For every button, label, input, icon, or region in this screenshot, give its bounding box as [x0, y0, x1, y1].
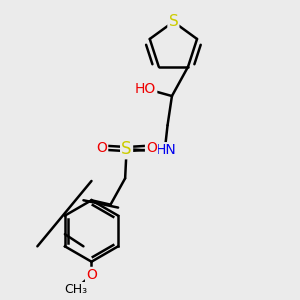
Text: O: O: [96, 141, 107, 154]
Text: CH₃: CH₃: [64, 283, 87, 296]
Text: O: O: [86, 268, 97, 282]
Text: HN: HN: [156, 143, 176, 157]
Text: S: S: [169, 14, 178, 29]
Text: O: O: [146, 141, 157, 154]
Text: S: S: [121, 140, 132, 158]
Text: HO: HO: [135, 82, 156, 96]
